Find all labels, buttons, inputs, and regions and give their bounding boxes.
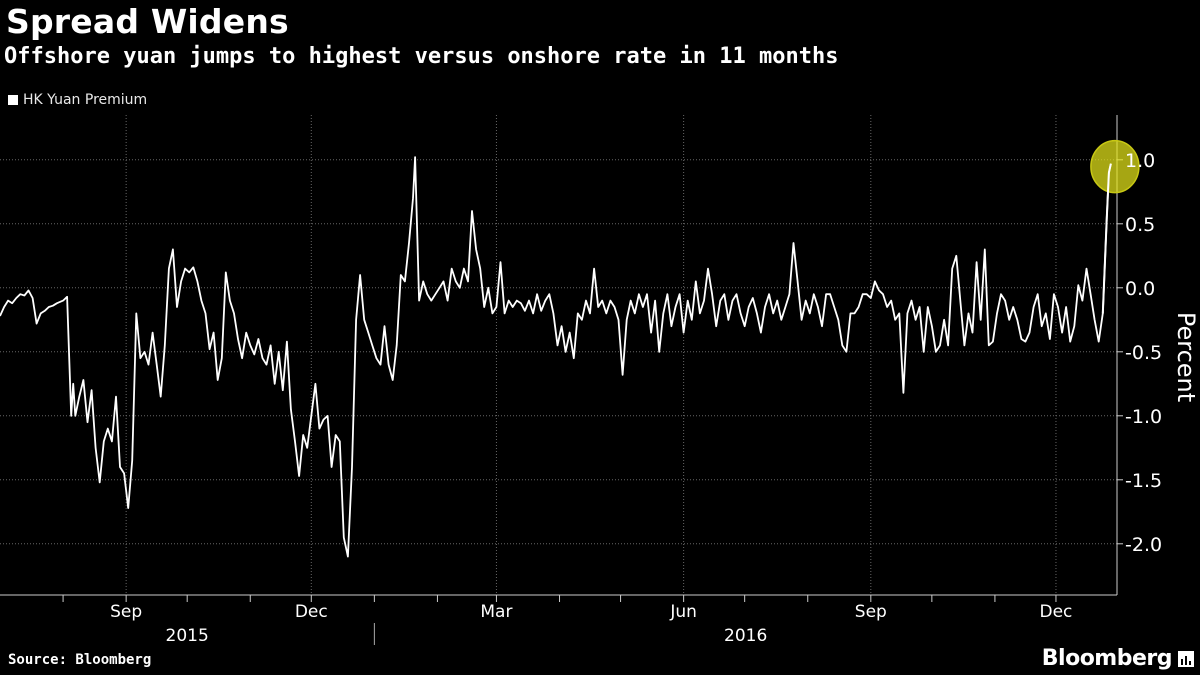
y-tick-label: -2.0 — [1125, 534, 1162, 556]
legend-label: HK Yuan Premium — [23, 92, 148, 108]
y-axis-title: Percent — [1172, 312, 1200, 402]
x-tick-label: Mar — [480, 602, 512, 622]
chart-subtitle: Offshore yuan jumps to highest versus on… — [4, 44, 839, 69]
gridlines — [0, 115, 1117, 595]
y-tick-label: -0.5 — [1125, 342, 1162, 364]
x-tick-label: Sep — [855, 602, 887, 622]
legend-swatch — [8, 95, 18, 105]
bloomberg-icon — [1178, 650, 1194, 667]
year-label: 2016 — [724, 626, 767, 646]
x-tick-label: Sep — [110, 602, 142, 622]
y-tick-label: 1.0 — [1125, 150, 1155, 172]
x-tick-label: Dec — [295, 602, 328, 622]
chart-title: Spread Widens — [6, 2, 289, 41]
series-line-highlight — [1101, 163, 1112, 314]
legend: HK Yuan Premium — [8, 92, 147, 108]
y-tick-label: -1.0 — [1125, 406, 1162, 428]
highlight-marker — [1090, 139, 1140, 194]
x-tick-label: Jun — [669, 602, 697, 622]
year-label: 2015 — [166, 626, 209, 646]
y-tick-label: 0.0 — [1125, 278, 1155, 300]
brand-name: Bloomberg — [1041, 646, 1173, 671]
tick-labels: 1.0 0.5 0.0 -0.5 -1.0 -1.5 -2.0 Sep Dec Mar Jun Sep… — [110, 150, 1200, 646]
y-tick-label: 0.5 — [1125, 214, 1155, 236]
series-layer — [0, 139, 1140, 558]
brand-logo: Bloomberg — [1042, 646, 1194, 671]
y-tick-label: -1.5 — [1125, 470, 1162, 492]
source-note: Source: Bloomberg — [8, 652, 152, 668]
series-line — [0, 156, 1112, 558]
x-tick-label: Dec — [1040, 602, 1073, 622]
axes — [0, 115, 1123, 645]
